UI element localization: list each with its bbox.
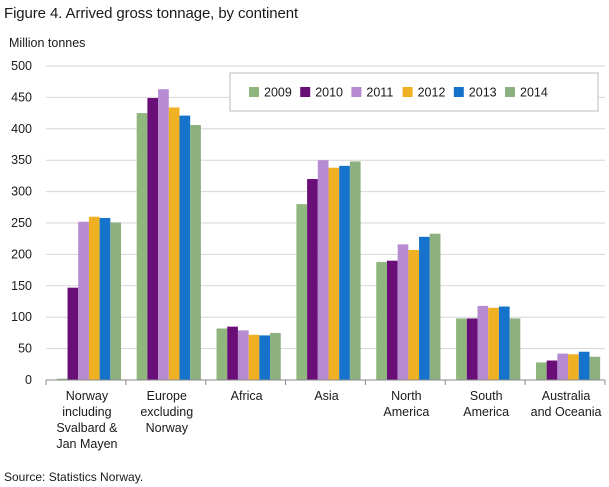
bar-2009 — [296, 204, 308, 380]
bar-2009 — [535, 362, 547, 380]
legend-box — [229, 72, 599, 112]
y-tick-label: 0 — [25, 373, 32, 387]
category-label: North America — [383, 389, 429, 419]
bar-2010 — [386, 260, 398, 380]
legend-swatch-2013 — [453, 87, 464, 97]
category-label: Australia and Oceania — [531, 389, 602, 419]
y-axis-ticks: 0 50 100 150 200 250 300 350 400 450 500 — [11, 59, 32, 387]
bar-2014 — [589, 356, 601, 380]
bar-2011 — [158, 89, 169, 381]
bar-2012 — [568, 354, 579, 380]
bar-2014 — [270, 332, 281, 380]
bar-2014 — [110, 222, 122, 380]
category-label: Africa — [231, 389, 263, 403]
bar-2011 — [397, 244, 409, 380]
bar-2011 — [78, 221, 89, 380]
bar-2013 — [419, 236, 430, 380]
legend-swatch-2010 — [300, 87, 311, 97]
y-tick-label: 350 — [11, 153, 32, 167]
legend-label-2012: 2012 — [418, 86, 446, 100]
bar-2009 — [136, 113, 148, 380]
bar-2011 — [317, 160, 329, 380]
bar-2013 — [259, 335, 271, 380]
chart-title: Figure 4. Arrived gross tonnage, by cont… — [4, 5, 299, 22]
bar-2013 — [578, 351, 590, 380]
y-tick-label: 400 — [11, 122, 32, 136]
bar-2014 — [509, 318, 521, 380]
bar-2013 — [99, 217, 111, 380]
legend-label-2013: 2013 — [469, 86, 497, 100]
y-tick-label: 50 — [18, 342, 32, 356]
y-tick-label: 200 — [11, 247, 32, 261]
bar-2012 — [248, 334, 260, 380]
bar-2013 — [179, 115, 191, 381]
bar-2009 — [56, 378, 68, 380]
legend-label-2010: 2010 — [315, 86, 343, 100]
bar-2010 — [67, 287, 79, 380]
bar-2010 — [546, 360, 558, 380]
x-axis-labels: Norway including Svalbard & Jan Mayen Europe… — [56, 389, 601, 451]
y-tick-label: 150 — [11, 279, 32, 293]
category-label: South America — [463, 389, 509, 419]
bar-2012 — [488, 307, 499, 380]
bar-2012 — [408, 250, 420, 380]
bar-2013 — [339, 165, 350, 380]
category-label: Norway including Svalbard & Jan Mayen — [56, 389, 118, 451]
bar-2010 — [307, 179, 318, 380]
legend: 2009 2010 2011 2012 2013 2014 — [229, 72, 599, 112]
bar-2011 — [237, 330, 249, 380]
legend-swatch-2012 — [402, 87, 413, 97]
bar-2014 — [190, 125, 201, 380]
y-tick-label: 100 — [11, 310, 32, 324]
bar-2010 — [147, 98, 159, 380]
bar-2014 — [429, 233, 441, 380]
legend-label-2014: 2014 — [520, 86, 548, 100]
x-axis — [45, 379, 606, 385]
source-note: Source: Statistics Norway. — [4, 470, 144, 484]
bar-2012 — [88, 216, 100, 380]
bar-2012 — [168, 107, 180, 380]
bar-2010 — [466, 318, 478, 380]
bars — [56, 89, 601, 381]
bar-2012 — [328, 167, 340, 380]
y-tick-label: 250 — [11, 216, 32, 230]
category-label: Asia — [314, 389, 338, 403]
legend-label-2011: 2011 — [366, 86, 393, 100]
y-tick-label: 300 — [11, 185, 32, 199]
legend-swatch-2011 — [351, 87, 362, 97]
bar-2009 — [456, 318, 467, 380]
bar-2010 — [227, 326, 238, 380]
bar-2009 — [216, 328, 228, 380]
bar-2011 — [557, 353, 569, 380]
legend-label-2009: 2009 — [264, 86, 292, 100]
bar-2011 — [477, 305, 489, 380]
bar-2009 — [376, 261, 387, 380]
category-label: Europe excluding Norway — [140, 389, 193, 435]
bar-2013 — [498, 306, 510, 380]
legend-swatch-2014 — [505, 87, 515, 97]
bar-2014 — [349, 161, 361, 380]
y-tick-label: 500 — [11, 59, 32, 73]
y-axis-label: Million tonnes — [9, 36, 86, 50]
y-tick-label: 450 — [11, 90, 32, 104]
legend-swatch-2009 — [249, 87, 259, 97]
